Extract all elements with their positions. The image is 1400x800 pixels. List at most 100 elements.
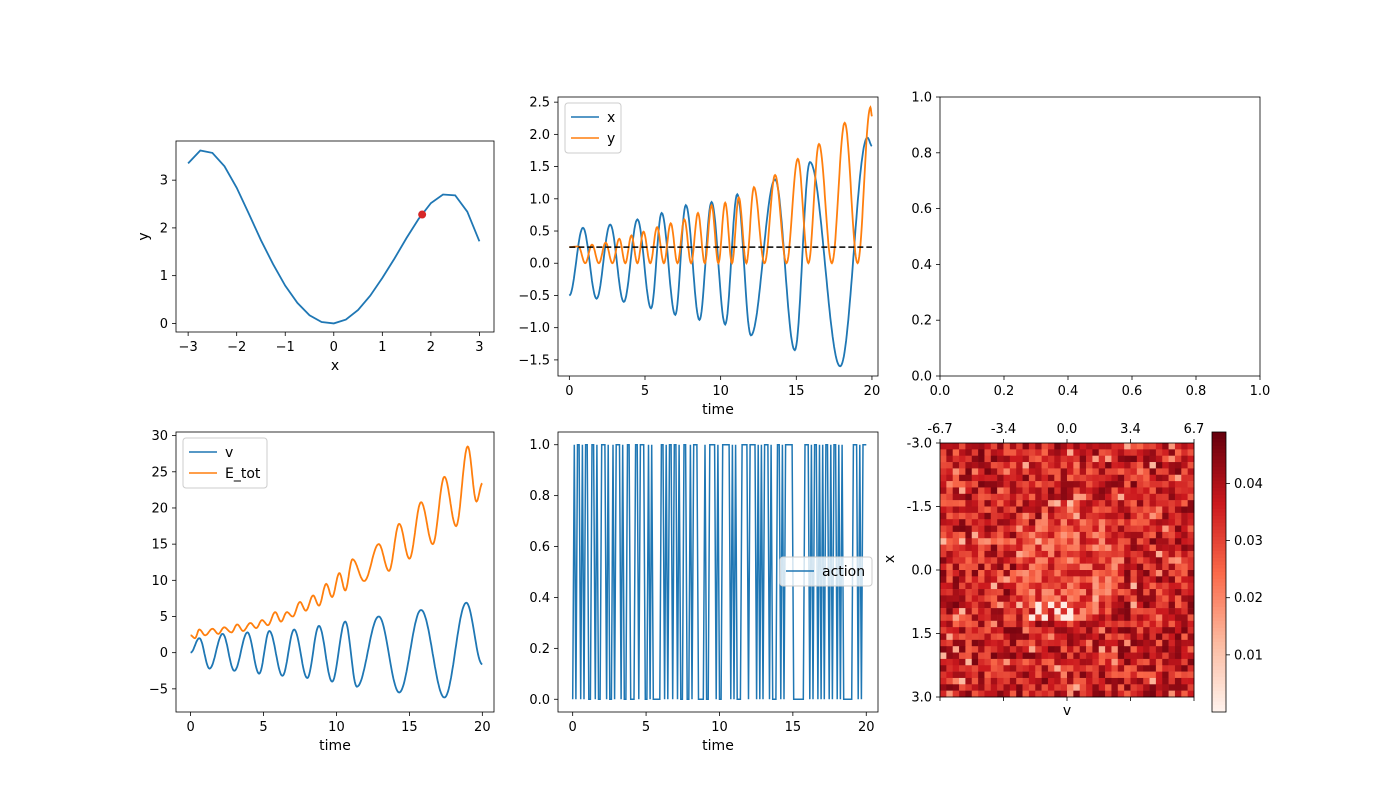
heatmap-cell [1168,608,1176,615]
heatmap-cell [1067,462,1074,469]
heatmap-cell [1041,665,1049,672]
heatmap-cell [1016,481,1023,488]
heatmap-cell [984,576,992,583]
heatmap-cell [940,658,947,666]
heatmap-cell [1067,538,1074,545]
colorbar-segment [1212,589,1226,594]
heatmap-cell [1086,544,1093,552]
heatmap-cell [1187,550,1195,558]
heatmap-cell [1041,620,1049,628]
heatmap-cell [1168,525,1176,533]
heatmap-cell [1105,652,1112,660]
heatmap-cell [1124,525,1131,533]
heatmap-cell [946,519,953,526]
heatmap-cell [1136,646,1144,653]
heatmap-cell [1149,639,1157,647]
colorbar-segment [1212,474,1226,478]
heatmap-cell [1187,557,1195,564]
heatmap-cell [1168,582,1176,590]
heatmap-cell [1028,658,1036,666]
heatmap-cell [971,550,979,558]
heatmap-cell [1022,443,1030,450]
heatmap-cell [997,677,1004,685]
heatmap-cell [990,582,998,590]
heatmap-cell [1092,493,1100,501]
heatmap-cell [946,481,953,488]
heatmap-cell [965,614,973,622]
heatmap-cell [1028,455,1036,463]
heatmap-cell [940,544,947,552]
heatmap-cell [1117,462,1125,469]
heatmap-cell [959,544,966,552]
heatmap-cell [1086,677,1093,685]
heatmap-cell [1136,639,1144,647]
heatmap-cell [1111,601,1119,609]
heatmap-cell [1079,589,1087,596]
heatmap-cell [1143,608,1150,615]
heatmap-cell [1041,544,1049,552]
heatmap-cell [1098,665,1106,672]
heatmap-cell [946,570,953,577]
heatmap-cell [1136,512,1144,520]
heatmap-cell [1003,443,1011,450]
colorbar-segment [1212,505,1226,510]
heatmap-cell [997,652,1004,660]
heatmap-cell [1067,665,1074,672]
heatmap-cell [1117,493,1125,501]
heatmap-cell [1073,608,1080,615]
heatmap-cell [1143,677,1150,685]
heatmap-cell [946,646,953,653]
heatmap-cell [997,506,1004,514]
heatmap-cell [1086,550,1093,558]
heatmap-cell [1124,639,1131,647]
heatmap-cell [1168,544,1176,552]
heatmap-cell [1117,544,1125,552]
heatmap-cell [952,576,960,583]
heatmap-cell [1105,550,1112,558]
heatmap-cell [997,646,1004,653]
heatmap-cell [1073,525,1080,533]
x-axis-label: v [1063,703,1071,719]
heatmap-cell [1187,589,1195,596]
heatmap-cell [1149,474,1157,482]
heatmap-cell [1162,633,1169,641]
heatmap-cell [1009,443,1017,450]
heatmap-cell [1174,468,1182,476]
heatmap-cell [1079,550,1087,558]
heatmap-cell [1041,468,1049,476]
heatmap-cell [1035,665,1042,672]
heatmap-cell [1054,544,1061,552]
heatmap-cell [1181,658,1188,666]
heatmap-cell [984,506,992,514]
colorbar-segment [1212,565,1226,569]
heatmap-cell [1105,639,1112,647]
heatmap-cell [1041,690,1049,698]
heatmap-cell [997,462,1004,469]
heatmap-cell [978,690,985,698]
heatmap-cell [984,462,992,469]
heatmap-cell [1086,627,1093,634]
heatmap-cell [1086,462,1093,469]
heatmap-cell [952,519,960,526]
x-tick-label: 0.8 [1186,384,1207,399]
heatmap-cell [1009,474,1017,482]
heatmap-cell [959,582,966,590]
heatmap-cell [1009,538,1017,545]
heatmap-cell [1003,633,1011,641]
heatmap-cell [1054,601,1061,609]
heatmap-cell [1124,538,1131,545]
heatmap-cell [997,658,1004,666]
heatmap-cell [1143,557,1150,564]
heatmap-cell [978,684,985,691]
heatmap-cell [1162,468,1169,476]
colorbar-segment [1212,488,1226,492]
heatmap-cell [1136,481,1144,488]
heatmap-cell [1149,481,1157,488]
y-tick-label: 0.8 [911,146,932,161]
heatmap-cell [1143,500,1150,507]
heatmap-cell [978,525,985,533]
heatmap-cell [952,690,960,698]
heatmap-cell [1016,531,1023,539]
y-tick-label: 0.4 [911,258,932,273]
colorbar-segment [1212,649,1226,653]
